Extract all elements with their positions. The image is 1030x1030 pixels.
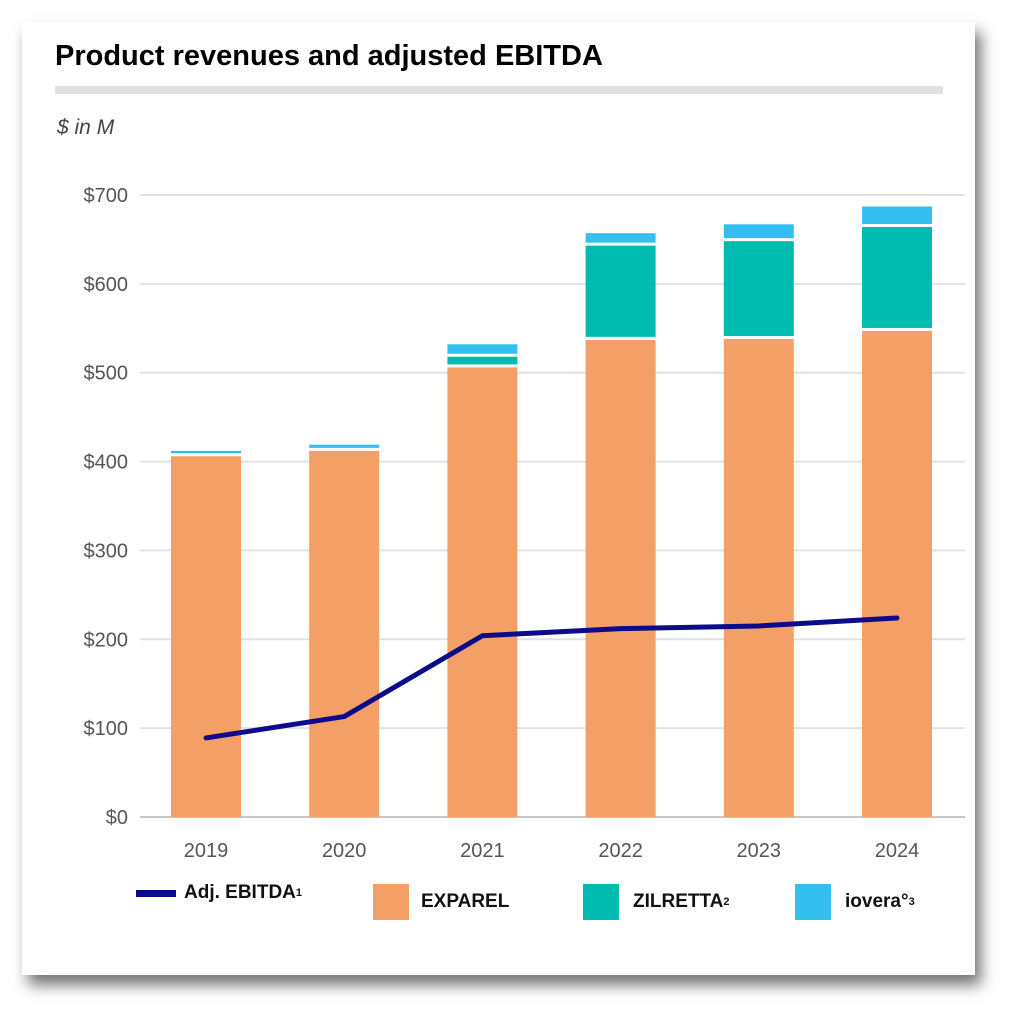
bar-exparel-2022: [585, 339, 656, 817]
legend-line-swatch: [136, 889, 176, 897]
bar-exparel-2021: [447, 367, 518, 817]
legend-swatch: [583, 884, 619, 920]
title-divider: [55, 86, 943, 94]
bar-iovera-2023: [723, 224, 794, 239]
unit-label: $ in M: [57, 116, 115, 139]
bar-exparel-2023: [723, 338, 794, 817]
legend-item-exparel: EXPAREL: [373, 884, 509, 920]
legend-label: Adj. EBITDA: [184, 882, 296, 903]
legend-label: ZILRETTA: [633, 891, 724, 912]
x-tick-label: 2019: [184, 840, 229, 862]
x-tick-label: 2023: [737, 840, 782, 862]
footnote-marker: 3: [908, 896, 915, 908]
legend-item-iovera: iovera° 3: [795, 884, 915, 920]
adj-ebitda-line: [203, 615, 900, 741]
y-tick-label: $300: [84, 540, 129, 562]
y-tick-label: $400: [84, 452, 129, 474]
y-tick-label: $600: [84, 274, 129, 296]
legend-swatch: [795, 884, 831, 920]
legend: Adj. EBITDA 1 EXPAREL ZILRETTA 2 iovera° 3: [0, 873, 1030, 933]
chart-title: Product revenues and adjusted EBITDA: [55, 40, 603, 72]
y-tick-label: $500: [84, 363, 129, 385]
bar-iovera-2024: [862, 206, 932, 224]
bar-iovera-2019: [171, 450, 241, 454]
y-tick-label: $0: [106, 807, 128, 829]
bar-zilretta-2023: [723, 241, 794, 336]
bar-exparel-2024: [862, 330, 932, 817]
footnote-marker: 1: [295, 887, 303, 899]
bar-iovera-2020: [309, 444, 380, 448]
x-tick-label: 2022: [598, 840, 643, 862]
legend-swatch: [373, 884, 409, 920]
bar-zilretta-2022: [585, 245, 656, 337]
legend-item-zilretta: ZILRETTA 2: [583, 884, 730, 920]
bar-zilretta-2021: [447, 356, 518, 365]
bar-exparel-2020: [309, 450, 380, 817]
y-tick-label: $200: [84, 629, 129, 651]
bar-exparel-2019: [171, 456, 241, 817]
legend-label: EXPAREL: [421, 891, 510, 912]
footnote-marker: 2: [723, 896, 730, 908]
y-tick-label: $700: [84, 185, 129, 207]
legend-item-adj-ebitda: Adj. EBITDA 1: [136, 882, 302, 904]
x-tick-label: 2020: [322, 840, 367, 862]
legend-label: iovera°: [845, 891, 909, 912]
bar-iovera-2021: [447, 344, 518, 354]
x-tick-label: 2021: [460, 840, 505, 862]
y-tick-label: $100: [84, 718, 129, 740]
bar-iovera-2022: [585, 233, 656, 243]
x-tick-label: 2024: [875, 840, 920, 862]
bar-zilretta-2024: [862, 226, 932, 328]
